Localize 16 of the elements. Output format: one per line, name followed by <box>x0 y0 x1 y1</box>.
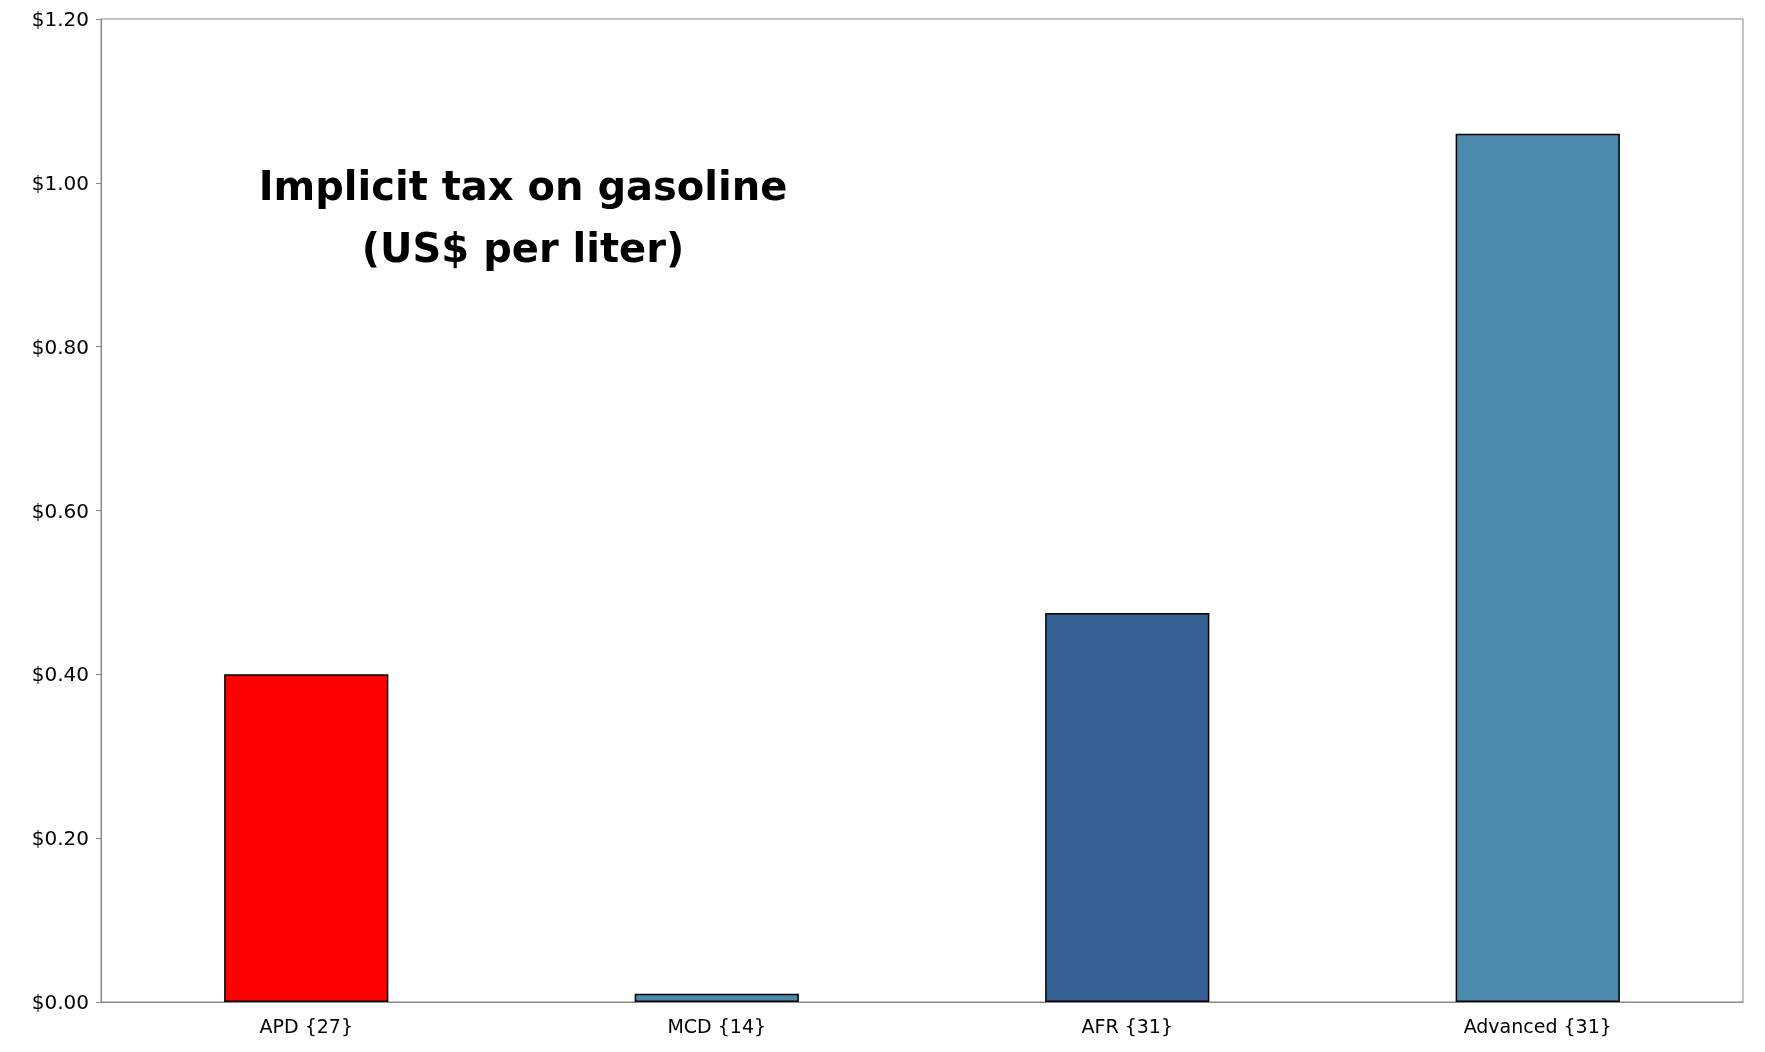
bar <box>1045 612 1210 1002</box>
y-tick-label: $0.40 <box>31 662 89 687</box>
y-tick-label: $1.20 <box>31 7 89 31</box>
bar <box>224 674 389 1002</box>
x-tick-label: APD {27} <box>259 1014 353 1037</box>
y-tick-label: $0.00 <box>31 990 89 1014</box>
y-tick-label: $0.80 <box>31 334 89 359</box>
x-tick-label: MCD {14} <box>667 1014 767 1037</box>
bar <box>634 993 799 1002</box>
y-tick-label: $0.60 <box>31 498 89 523</box>
x-tick-label: Advanced {31} <box>1463 1014 1612 1037</box>
y-tick-label: $0.20 <box>31 826 89 851</box>
y-tick-label: $1.00 <box>31 170 89 195</box>
text: Implicit tax on gasoline (US$ per liter) <box>258 163 788 271</box>
x-tick-label: AFR {31} <box>1081 1014 1174 1037</box>
bar <box>1455 133 1620 1002</box>
